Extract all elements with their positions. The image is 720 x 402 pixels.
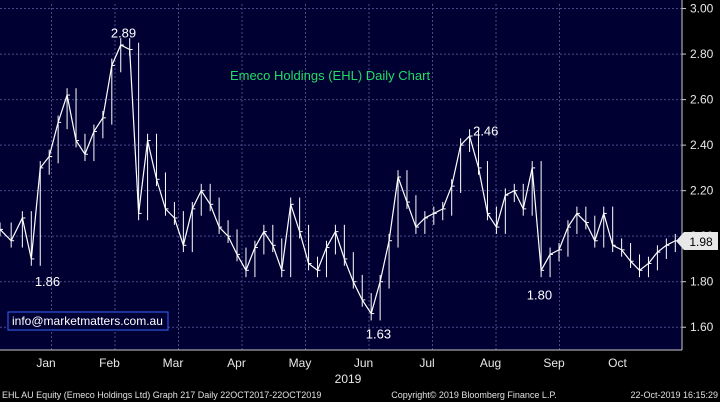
annotation-label: 1.63: [366, 326, 391, 341]
x-tick-label: Jul: [419, 356, 434, 370]
x-tick-label: Mar: [163, 356, 184, 370]
annotation-label: 1.80: [527, 288, 552, 303]
annotations: 2.89 2.46 1.86 1.63 1.80: [35, 26, 552, 342]
grid-lines: [0, 4, 682, 350]
x-tick-label: Apr: [227, 356, 246, 370]
last-price-marker: [676, 232, 718, 250]
x-tick-label: Jun: [354, 356, 373, 370]
y-tick-label: 2.40: [690, 138, 714, 152]
footer-left: EHL AU Equity (Emeco Holdings Ltd) Graph…: [2, 390, 321, 400]
footer-center: Copyright© 2019 Bloomberg Finance L.P.: [391, 390, 557, 400]
contact-box[interactable]: info@marketmatters.com.au: [7, 311, 169, 331]
last-price-badge: 1.98: [676, 232, 718, 250]
footer-right: 22-Oct-2019 16:15:29: [630, 390, 718, 400]
x-tick-label: Aug: [480, 356, 501, 370]
x-axis: Jan Feb Mar Apr May Jun Jul Aug Sep Oct 2019: [0, 349, 682, 386]
x-tick-label: Oct: [608, 356, 627, 370]
annotation-label: 1.86: [35, 274, 60, 289]
price-series: [0, 38, 679, 321]
y-tick-label: 2.80: [690, 47, 714, 61]
y-axis: 1.601.802.002.202.402.602.803.00: [681, 0, 714, 350]
annotation-label: 2.89: [111, 26, 136, 41]
contact-email[interactable]: info@marketmatters.com.au: [12, 314, 163, 328]
annotation-label: 2.46: [473, 123, 498, 138]
price-line-0: [0, 44, 676, 316]
y-tick-label: 1.80: [690, 275, 714, 289]
chart-title: Emeco Holdings (EHL) Daily Chart: [230, 68, 431, 83]
x-tick-label: May: [289, 356, 312, 370]
x-tick-label: Jan: [36, 356, 55, 370]
x-year-label: 2019: [335, 372, 362, 386]
x-tick-label: Sep: [543, 356, 565, 370]
y-tick-label: 2.60: [690, 93, 714, 107]
last-price-label: 1.98: [689, 235, 713, 249]
y-tick-label: 2.20: [690, 184, 714, 198]
x-tick-label: Feb: [99, 356, 120, 370]
y-tick-label: 3.00: [690, 2, 714, 16]
plot-area: [0, 0, 682, 350]
y-tick-label: 1.60: [690, 320, 714, 334]
